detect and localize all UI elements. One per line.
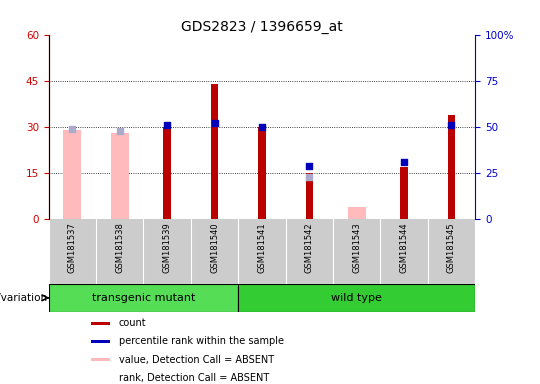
Bar [238, 284, 475, 312]
Text: GSM181541: GSM181541 [258, 223, 266, 273]
Text: genotype/variation: genotype/variation [0, 293, 48, 303]
Bar [91, 376, 111, 379]
Point [68, 126, 77, 132]
Text: GSM181538: GSM181538 [115, 223, 124, 273]
Bar [258, 127, 266, 219]
Point [305, 174, 314, 180]
Point [258, 124, 266, 130]
Point [116, 127, 124, 134]
Text: GSM181537: GSM181537 [68, 223, 77, 273]
Bar [348, 207, 366, 219]
Text: GSM181542: GSM181542 [305, 223, 314, 273]
Text: rank, Detection Call = ABSENT: rank, Detection Call = ABSENT [119, 372, 269, 382]
Bar [111, 133, 129, 219]
Point [305, 163, 314, 169]
Text: GSM181543: GSM181543 [352, 223, 361, 273]
Point [210, 120, 219, 126]
Text: count: count [119, 318, 147, 328]
Text: GSM181544: GSM181544 [400, 223, 409, 273]
Text: wild type: wild type [331, 293, 382, 303]
Title: GDS2823 / 1396659_at: GDS2823 / 1396659_at [181, 20, 343, 33]
Text: GSM181540: GSM181540 [210, 223, 219, 273]
Bar [91, 358, 111, 361]
Bar [91, 340, 111, 343]
Bar [49, 284, 238, 312]
Text: GSM181539: GSM181539 [163, 223, 172, 273]
Text: value, Detection Call = ABSENT: value, Detection Call = ABSENT [119, 354, 274, 364]
Point [447, 122, 456, 128]
Point [400, 159, 408, 165]
Bar [91, 322, 111, 325]
Bar [400, 167, 408, 219]
Bar [63, 130, 82, 219]
Bar [211, 84, 218, 219]
Bar [448, 114, 455, 219]
Text: GSM181545: GSM181545 [447, 223, 456, 273]
Bar [306, 173, 313, 219]
Text: percentile rank within the sample: percentile rank within the sample [119, 336, 284, 346]
Point [163, 122, 171, 128]
Bar [164, 127, 171, 219]
Text: transgenic mutant: transgenic mutant [92, 293, 195, 303]
